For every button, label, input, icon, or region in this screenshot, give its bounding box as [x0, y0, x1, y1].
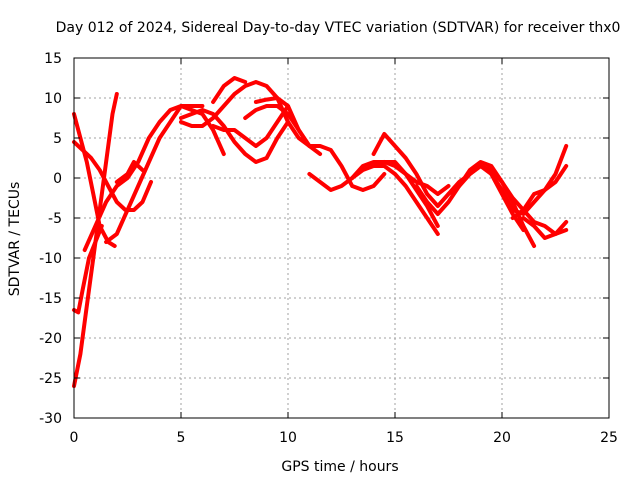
series-arc-2	[72, 224, 104, 315]
y-axis-label: SDTVAR / TECUs	[7, 182, 23, 297]
series-arc-11	[211, 104, 290, 148]
y-tick-label: 10	[44, 91, 62, 107]
x-tick-label: 0	[70, 430, 79, 446]
x-tick-label: 15	[386, 430, 404, 446]
y-tick-label: -5	[48, 211, 62, 227]
series-arc-14	[307, 164, 440, 236]
x-tick-label: 10	[279, 430, 297, 446]
series-arc-5	[82, 104, 226, 252]
x-tick-label: 25	[600, 430, 618, 446]
y-tick-label: 5	[53, 131, 62, 147]
chart-title: Day 012 of 2024, Sidereal Day-to-day VTE…	[56, 20, 621, 36]
series-arc-6	[104, 104, 205, 244]
series-arc-10	[211, 76, 248, 104]
x-tick-label: 5	[177, 430, 186, 446]
series-arc-21	[510, 164, 569, 220]
series-arc-9	[179, 108, 290, 164]
y-tick-label: 15	[44, 51, 62, 67]
series-arc-19	[446, 160, 569, 236]
y-tick-label: -15	[39, 291, 62, 307]
plot-frame	[73, 57, 610, 419]
x-tick-labels: 0 5 10 15 20 25	[70, 430, 618, 446]
y-tick-label: 0	[53, 171, 62, 187]
x-axis-label: GPS time / hours	[281, 459, 398, 475]
series-arc-17	[382, 160, 451, 196]
axis-ticks	[73, 57, 610, 419]
y-tick-label: -25	[39, 371, 62, 387]
x-tick-label: 20	[493, 430, 511, 446]
series-arc-7	[114, 160, 145, 184]
y-tick-label: -10	[39, 251, 62, 267]
y-tick-labels: 15 10 5 0 -5 -10 -15 -20 -25 -30	[39, 51, 62, 427]
series-arc-13	[253, 96, 387, 192]
series-arc-4	[72, 140, 153, 212]
series-arc-15	[350, 160, 440, 228]
series-arc-22	[521, 216, 569, 240]
y-tick-label: -30	[39, 411, 62, 427]
series-arc-20	[489, 144, 569, 216]
y-tick-label: -20	[39, 331, 62, 347]
data-series	[72, 76, 569, 388]
